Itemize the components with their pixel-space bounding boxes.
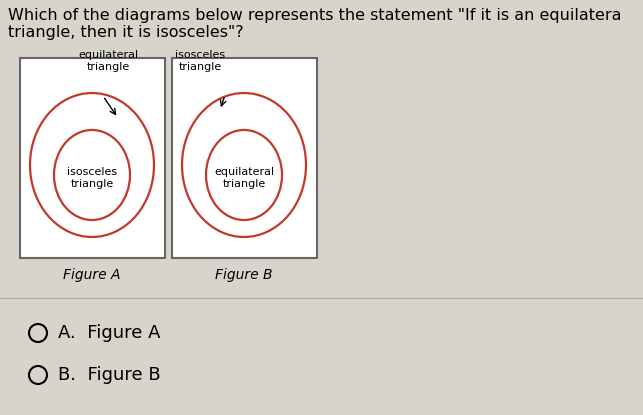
Text: equilateral
triangle: equilateral triangle [78, 50, 138, 72]
Text: Which of the diagrams below represents the statement "If it is an equilatera
tri: Which of the diagrams below represents t… [8, 8, 622, 40]
Text: B.  Figure B: B. Figure B [58, 366, 161, 384]
Text: equilateral
triangle: equilateral triangle [214, 167, 274, 189]
Ellipse shape [30, 93, 154, 237]
Text: Figure A: Figure A [63, 268, 121, 282]
Bar [172, 58, 317, 258]
Text: isosceles
triangle: isosceles triangle [175, 50, 225, 72]
Text: Figure B: Figure B [215, 268, 273, 282]
Text: A.  Figure A: A. Figure A [58, 324, 161, 342]
Ellipse shape [54, 130, 130, 220]
Bar [20, 58, 165, 258]
Ellipse shape [206, 130, 282, 220]
Ellipse shape [182, 93, 306, 237]
Text: isosceles
triangle: isosceles triangle [67, 167, 117, 189]
